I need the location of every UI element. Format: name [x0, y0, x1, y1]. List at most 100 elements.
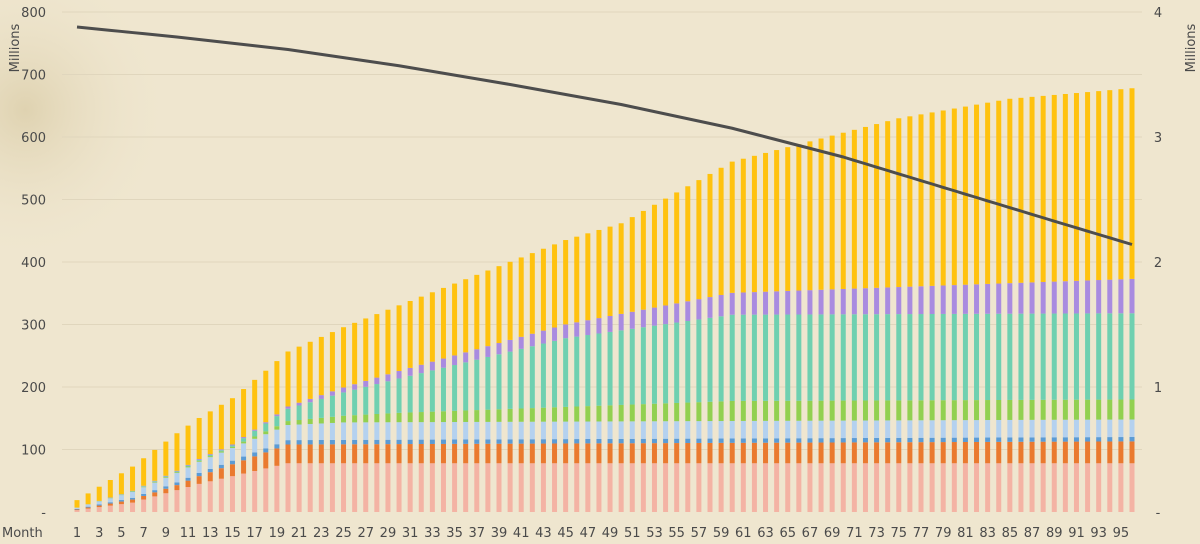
bar-segment-7: [1129, 278, 1135, 314]
left-tick-label: 300: [21, 319, 46, 334]
bar-segment-5: [851, 400, 857, 421]
x-tick-label: 81: [957, 526, 974, 541]
bar-segment-4: [185, 467, 191, 478]
bar-segment-7: [385, 374, 391, 382]
bar-segment-5: [663, 403, 669, 422]
bar-stack-month-1: [74, 500, 80, 513]
bar-segment-4: [629, 421, 635, 439]
bar-segment-2: [818, 442, 824, 464]
bar-stack-month-72: [862, 126, 868, 512]
bar-segment-3: [574, 439, 580, 444]
bar-stack-month-34: [440, 287, 446, 512]
bar-segment-7: [1029, 282, 1035, 314]
bar-segment-1: [418, 463, 424, 512]
bar-segment-8: [440, 287, 446, 359]
bar-segment-2: [707, 442, 713, 464]
bar-segment-1: [996, 463, 1002, 512]
bar-segment-3: [874, 437, 880, 443]
bar-segment-5: [263, 431, 269, 435]
bar-segment-6: [996, 313, 1002, 400]
bar-segment-2: [929, 442, 935, 464]
bar-segment-2: [1062, 441, 1068, 464]
bar-segment-4: [130, 492, 136, 498]
bar-segment-7: [485, 346, 491, 357]
bar-segment-7: [629, 311, 635, 329]
bar-segment-3: [774, 438, 780, 443]
bar-segment-4: [452, 422, 458, 440]
bar-stack-month-66: [796, 144, 802, 512]
bar-segment-6: [529, 346, 535, 409]
bar-segment-3: [829, 438, 835, 443]
bar-segment-5: [807, 400, 813, 421]
bar-segment-8: [696, 180, 702, 300]
bar-segment-8: [763, 152, 769, 292]
bar-segment-3: [785, 438, 791, 443]
bar-segment-3: [552, 439, 558, 444]
bar-segment-5: [885, 400, 891, 421]
bar-segment-8: [1018, 97, 1024, 283]
bar-segment-5: [385, 413, 391, 423]
x-tick-label: 85: [1002, 526, 1019, 541]
bar-segment-7: [851, 288, 857, 315]
bar-stack-month-26: [352, 322, 358, 512]
bar-segment-8: [263, 370, 269, 423]
bar-segment-4: [407, 422, 413, 440]
bar-segment-1: [651, 463, 657, 512]
bar-segment-5: [1018, 399, 1024, 420]
bar-segment-6: [1129, 313, 1135, 400]
bar-segment-4: [674, 421, 680, 439]
left-tick-label: 600: [21, 131, 46, 146]
bar-segment-8: [540, 248, 546, 331]
bar-segment-4: [296, 424, 302, 441]
bar-segment-6: [252, 430, 258, 437]
bar-segment-2: [785, 442, 791, 464]
bar-segment-8: [74, 500, 80, 508]
bar-segment-4: [329, 422, 335, 440]
bar-segment-3: [751, 438, 757, 443]
bar-segment-5: [651, 403, 657, 422]
bar-segment-3: [507, 439, 513, 444]
bar-segment-2: [307, 444, 313, 464]
bar-stack-month-28: [374, 314, 380, 512]
bar-segment-4: [885, 420, 891, 438]
bar-segment-4: [651, 421, 657, 439]
bar-segment-1: [707, 463, 713, 512]
bar-segment-2: [807, 442, 813, 464]
bar-segment-6: [685, 320, 691, 403]
bar-segment-6: [785, 314, 791, 401]
bar-segment-3: [663, 438, 669, 444]
bar-segment-4: [563, 421, 569, 440]
right-tick-label: 2: [1154, 256, 1162, 271]
bar-segment-6: [962, 313, 968, 401]
bar-segment-1: [985, 463, 991, 512]
bar-segment-7: [996, 283, 1002, 314]
bar-segment-7: [951, 285, 957, 314]
bar-segment-5: [341, 415, 347, 423]
bar-stack-month-76: [907, 116, 913, 512]
bar-segment-2: [396, 444, 402, 464]
bar-segment-7: [540, 330, 546, 344]
bar-segment-4: [1051, 419, 1057, 438]
bar-segment-8: [396, 305, 402, 371]
bar-segment-2: [463, 443, 469, 464]
bar-stack-month-69: [829, 135, 835, 512]
bar-segment-1: [1018, 463, 1024, 512]
bar-segment-6: [229, 445, 235, 447]
bar-segment-7: [618, 313, 624, 331]
x-tick-label: 29: [380, 526, 397, 541]
bar-segment-3: [329, 439, 335, 445]
bar-segment-4: [618, 421, 624, 439]
bar-segment-1: [663, 463, 669, 512]
bar-segment-4: [174, 473, 180, 483]
bar-segment-3: [763, 438, 769, 443]
x-tick-label: 25: [335, 526, 352, 541]
bar-segment-7: [152, 480, 158, 482]
bar-segment-5: [862, 400, 868, 421]
x-tick-label: 57: [691, 526, 708, 541]
bar-segment-5: [674, 402, 680, 422]
left-tick-label: 200: [21, 381, 46, 396]
bar-segment-7: [962, 284, 968, 314]
bar-stack-month-50: [618, 223, 624, 512]
bar-stack-month-20: [285, 351, 291, 512]
bar-stack-month-10: [174, 433, 180, 513]
